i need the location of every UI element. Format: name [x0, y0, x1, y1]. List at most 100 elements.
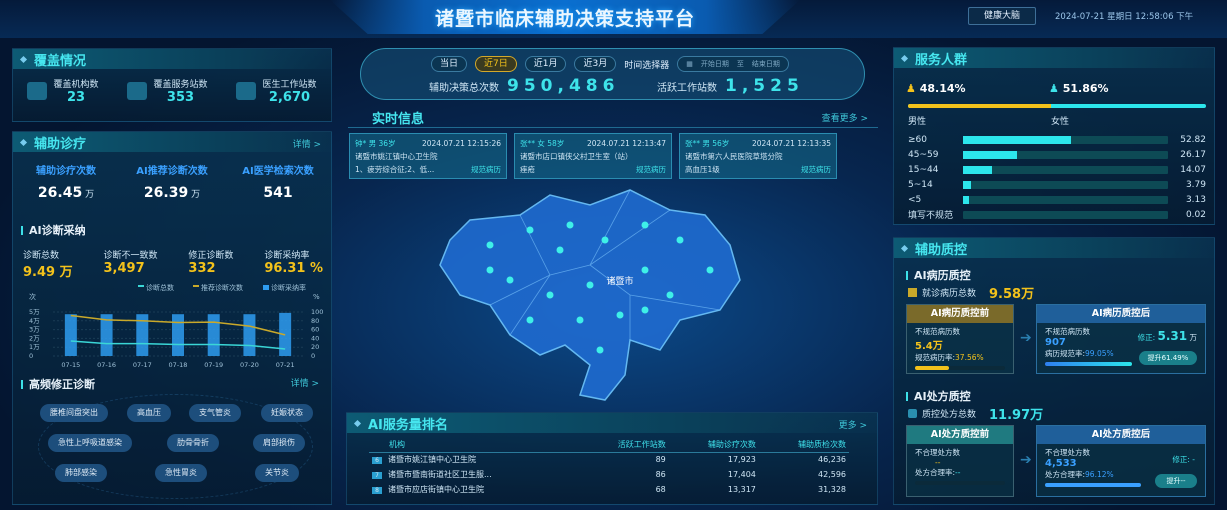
ranking-more-link[interactable]: 更多 >	[838, 421, 867, 431]
realtime-cards: 钟* 男 36岁 2024.07.21 12:15:26 诸暨市姚江镇中心卫生院 1、…	[349, 133, 837, 179]
y-right-tick: 80	[311, 317, 319, 325]
age-bar-fill	[963, 165, 992, 174]
map-city-label: 诸暨市	[606, 275, 633, 287]
realtime-more-link[interactable]: 查看更多 >	[821, 114, 868, 124]
assist-stat: AI推荐诊断次数 26.39 万	[125, 162, 220, 201]
coverage-value: 2,670	[268, 90, 311, 105]
tag-cloud-ring	[38, 394, 313, 499]
station-marker[interactable]	[596, 346, 604, 354]
age-label: 5~14	[908, 179, 933, 190]
record-after-rate: 99.05%	[1085, 349, 1114, 358]
station-marker[interactable]	[546, 291, 554, 299]
diagnosis-tag[interactable]: 高血压	[127, 404, 171, 422]
station-marker[interactable]	[556, 246, 564, 254]
station-marker[interactable]	[506, 276, 514, 284]
station-marker[interactable]	[601, 236, 609, 244]
range-7d[interactable]: 近7日	[475, 56, 517, 72]
station-marker[interactable]	[616, 311, 624, 319]
diamond-icon	[900, 54, 909, 62]
diamond-icon	[19, 55, 28, 63]
table-row[interactable]: 8 诸暨市应店街镇中心卫生院 68 13,317 31,328	[369, 482, 849, 497]
station-marker[interactable]	[576, 316, 584, 324]
record-org: 诸暨市第六人民医院草塔分院	[685, 152, 783, 161]
x-tick: 07-21	[276, 361, 295, 369]
age-label: ≥60	[908, 134, 927, 145]
diagnosis-tag[interactable]: 关节炎	[255, 464, 299, 482]
station-marker[interactable]	[566, 221, 574, 229]
record-diagnosis: 1、疲劳综合征;2、低...	[355, 165, 435, 174]
active-value: 1,525	[725, 76, 804, 96]
station-marker[interactable]	[641, 306, 649, 314]
assist-detail-link[interactable]: 详情 >	[292, 140, 321, 150]
record-diagnosis: 高血压1级	[685, 165, 720, 174]
age-bar-fill	[963, 180, 971, 189]
assist-stat-value: 541	[263, 185, 293, 201]
diagnosis-tag[interactable]: 妊娠状态	[261, 404, 313, 422]
male-pct-value: 48.14%	[919, 82, 966, 95]
station-marker[interactable]	[486, 241, 494, 249]
range-3m[interactable]: 近3月	[574, 56, 617, 72]
record-tag: 规范病历	[636, 165, 666, 174]
gender-bar	[908, 104, 1206, 108]
realtime-card[interactable]: 张** 男 56岁 2024.07.21 12:13:35 诸暨市第六人民医院草塔分…	[679, 133, 837, 179]
bar-adoption-rate	[243, 314, 256, 356]
station-marker[interactable]	[706, 266, 714, 274]
assist-title: 辅助诊疗	[34, 136, 87, 152]
shield-icon	[908, 409, 917, 418]
diagnosis-tag[interactable]: 肺部感染	[55, 464, 107, 482]
start-date[interactable]: 开始日期	[700, 60, 729, 68]
rx-after-rate-label: 处方合理率:	[1045, 470, 1086, 479]
coverage-item: 医生工作站数 2,670	[236, 77, 317, 105]
age-row: 填写不规范 0.02	[908, 207, 1208, 222]
assist-stat-unit: 万	[191, 190, 201, 200]
fix-value: 5.31	[1157, 329, 1188, 343]
diagnosis-tag[interactable]: 肋骨骨折	[167, 434, 219, 452]
diagnosis-tag[interactable]: 急性上呼吸道感染	[48, 434, 132, 452]
diagnosis-tag[interactable]: 腰椎间盘突出	[40, 404, 108, 422]
record-lift-button[interactable]: 提升61.49%	[1139, 351, 1197, 365]
assist-stat: AI医学检索次数 541	[231, 162, 326, 201]
fix-label: 修正:	[1137, 333, 1156, 342]
doctor-icon	[236, 82, 257, 100]
realtime-card[interactable]: 张** 女 58岁 2024.07.21 12:13:47 诸暨市店口镇侠父村卫生室…	[514, 133, 672, 179]
table-row[interactable]: 6 诸暨市姚江镇中心卫生院 89 17,923 46,236	[369, 452, 849, 467]
map-borders	[489, 189, 721, 340]
station-marker[interactable]	[641, 221, 649, 229]
station-marker[interactable]	[526, 226, 534, 234]
active-count: 89	[655, 455, 666, 465]
station-marker[interactable]	[666, 291, 674, 299]
coverage-label: 覆盖服务站数	[153, 80, 208, 90]
record-total: 就诊病历总数 9.58万	[908, 283, 1034, 302]
y-right-tick: 0	[311, 352, 315, 360]
station-marker[interactable]	[676, 236, 684, 244]
realtime-card[interactable]: 钟* 男 36岁 2024.07.21 12:15:26 诸暨市姚江镇中心卫生院 1、…	[349, 133, 507, 179]
record-after-title: AI病历质控后	[1037, 305, 1205, 323]
coverage-stats: 覆盖机构数 23 覆盖服务站数 353 医生工作站数 2,670	[13, 69, 331, 105]
record-org: 诸暨市姚江镇中心卫生院	[355, 152, 438, 161]
end-date[interactable]: 结束日期	[751, 60, 780, 68]
station-marker[interactable]	[586, 281, 594, 289]
diagnosis-tag[interactable]: 肩部损伤	[253, 434, 305, 452]
range-today[interactable]: 当日	[431, 56, 468, 72]
adopt-stat: 修正诊断数 332	[188, 248, 233, 280]
city-map[interactable]: 诸暨市	[430, 185, 770, 410]
date-range-input[interactable]: ▦ 开始日期至结束日期	[677, 56, 789, 72]
station-marker[interactable]	[486, 266, 494, 274]
range-1m[interactable]: 近1月	[524, 56, 567, 72]
station-marker[interactable]	[526, 316, 534, 324]
health-brain-button[interactable]: 健康大脑	[968, 7, 1036, 25]
adopt-stat: 诊断不一致数 3,497	[104, 248, 158, 280]
adopt-stat-label: 诊断采纳率	[264, 251, 310, 261]
freq-detail-link[interactable]: 详情 >	[290, 379, 319, 389]
patient-info: 张** 女 58岁	[520, 139, 565, 148]
legend-swatch	[193, 285, 199, 287]
assist-count: 13,317	[727, 485, 756, 494]
rx-lift-button[interactable]: 提升--	[1155, 474, 1197, 488]
diagnosis-tag[interactable]: 急性胃炎	[155, 464, 207, 482]
table-row[interactable]: 7 诸暨市暨南街道社区卫生服... 86 17,404 42,596	[369, 467, 849, 482]
station-marker[interactable]	[641, 266, 649, 274]
diagnosis-tag[interactable]: 支气管炎	[189, 404, 241, 422]
date-to: 至	[736, 60, 744, 68]
map-region[interactable]	[439, 189, 741, 401]
assist-stat-label: 辅助诊疗次数	[36, 166, 96, 177]
